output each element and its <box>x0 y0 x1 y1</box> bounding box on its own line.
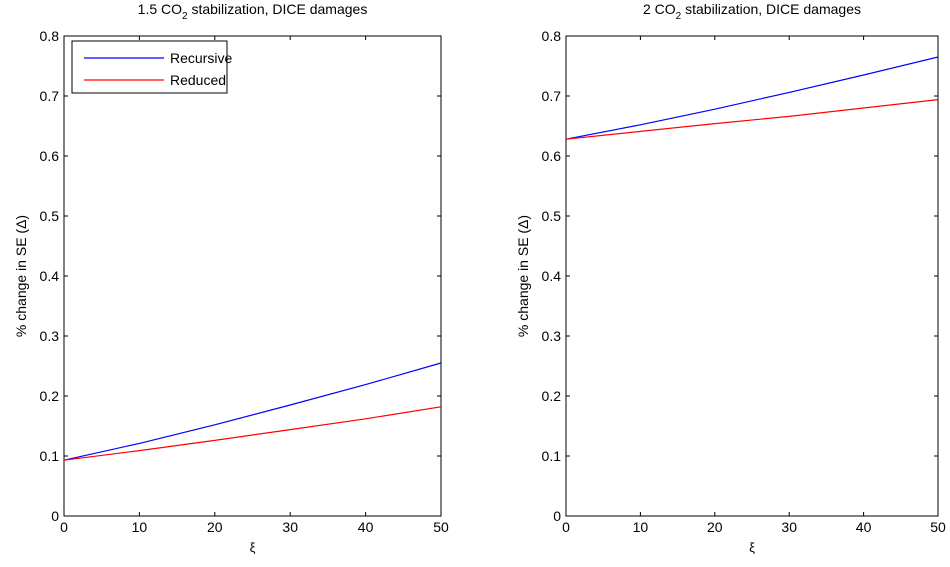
chart-title-pre: 1.5 CO <box>138 1 182 17</box>
y-tick-label: 0.1 <box>40 448 60 464</box>
legend: Recursive Reduced <box>71 40 232 94</box>
chart-title: 1.5 CO2 stabilization, DICE damages <box>138 1 368 22</box>
x-tick-label: 30 <box>282 519 298 535</box>
y-tick-label: 0 <box>51 508 59 524</box>
x-tick-label: 20 <box>207 519 223 535</box>
y-tick-label: 0.2 <box>542 388 562 404</box>
series-line-reduced <box>63 406 442 461</box>
series-line-blue <box>565 56 939 140</box>
chart-title-sub: 2 <box>676 11 682 22</box>
x-tick-label: 30 <box>781 519 797 535</box>
series-line-red <box>565 99 939 140</box>
series-line-recursive <box>63 362 442 461</box>
y-tick-label: 0.2 <box>40 388 60 404</box>
x-tick-label: 10 <box>132 519 148 535</box>
y-tick-label: 0.6 <box>542 148 562 164</box>
legend-box <box>71 40 228 94</box>
plot-area <box>565 35 939 517</box>
x-tick-label: 0 <box>60 519 68 535</box>
x-tick-label: 0 <box>562 519 570 535</box>
y-tick-label: 0.8 <box>542 28 562 44</box>
y-tick-label: 0.1 <box>542 448 562 464</box>
x-tick-label: 50 <box>433 519 449 535</box>
y-tick-label: 0.3 <box>40 328 60 344</box>
x-tick-label: 10 <box>633 519 649 535</box>
y-tick-label: 0.4 <box>40 268 60 284</box>
y-tick-label: 0.7 <box>40 88 60 104</box>
legend-label-reduced: Reduced <box>170 72 226 88</box>
y-tick-label: 0.6 <box>40 148 60 164</box>
y-tick-label: 0.7 <box>542 88 562 104</box>
y-tick-label: 0.3 <box>542 328 562 344</box>
plot-area <box>63 35 442 517</box>
chart-title-pre: 2 CO <box>643 1 676 17</box>
y-tick-label: 0.5 <box>542 208 562 224</box>
chart-panel-2: 0 10 20 30 40 50 0 0.1 0.2 0.3 0.4 0.5 0.6 0.7 0.8 2 CO… <box>515 1 946 555</box>
chart-title-sub: 2 <box>182 11 188 22</box>
y-tick-label: 0.5 <box>40 208 60 224</box>
y-axis-label: % change in SE (Δ) <box>515 215 531 337</box>
chart-title-post: stabilization, DICE damages <box>681 1 861 17</box>
y-tick-label: 0.8 <box>40 28 60 44</box>
x-axis-label: ξ <box>749 540 755 555</box>
y-tick-label: 0.4 <box>542 268 562 284</box>
chart-title: 2 CO2 stabilization, DICE damages <box>643 1 861 22</box>
x-tick-label: 20 <box>707 519 723 535</box>
chart-panel-1: 0 10 20 30 40 50 0 0.1 0.2 0.3 0.4 0.5 0.6 0.7 0.8 1.5 … <box>13 1 449 555</box>
y-tick-label: 0 <box>553 508 561 524</box>
x-tick-label: 40 <box>358 519 374 535</box>
chart-title-post: stabilization, DICE damages <box>188 1 368 17</box>
x-axis-label: ξ <box>250 540 256 555</box>
x-tick-label: 40 <box>856 519 872 535</box>
x-tick-label: 50 <box>930 519 946 535</box>
y-axis-label: % change in SE (Δ) <box>13 215 29 337</box>
legend-label-recursive: Recursive <box>170 50 232 66</box>
